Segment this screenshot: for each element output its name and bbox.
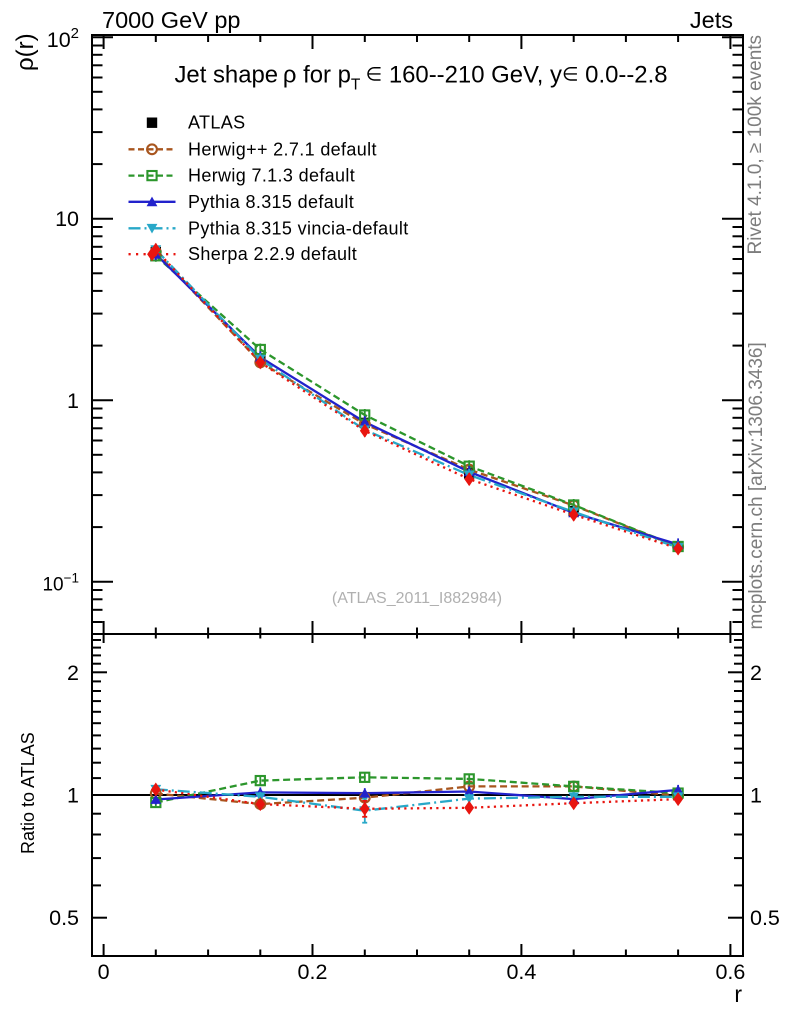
svg-text:Herwig 7.1.3 default: Herwig 7.1.3 default xyxy=(188,166,355,186)
svg-text:0.4: 0.4 xyxy=(506,960,536,984)
svg-text:Jet shape ρ for pT ∈ 160--210: Jet shape ρ for pT ∈ 160--210 GeV, y∈ 0.… xyxy=(174,62,667,94)
svg-text:Sherpa 2.2.9 default: Sherpa 2.2.9 default xyxy=(188,244,357,264)
svg-text:0.2: 0.2 xyxy=(298,960,328,984)
svg-text:0.6: 0.6 xyxy=(715,960,745,984)
svg-text:Jets: Jets xyxy=(690,7,733,33)
svg-text:Rivet 4.1.0, ≥ 100k events: Rivet 4.1.0, ≥ 100k events xyxy=(745,35,766,255)
svg-text:0.5: 0.5 xyxy=(750,906,780,930)
svg-text:ATLAS: ATLAS xyxy=(188,113,245,133)
svg-text:ρ(r): ρ(r) xyxy=(12,33,39,71)
svg-text:1: 1 xyxy=(67,784,79,808)
svg-text:Ratio to ATLAS: Ratio to ATLAS xyxy=(18,732,38,854)
svg-text:7000 GeV pp: 7000 GeV pp xyxy=(102,7,241,33)
svg-text:r: r xyxy=(734,981,742,1007)
svg-text:0.5: 0.5 xyxy=(49,906,79,930)
svg-text:2: 2 xyxy=(67,661,79,685)
svg-text:1: 1 xyxy=(750,784,762,808)
svg-text:mcplots.cern.ch [arXiv:1306.34: mcplots.cern.ch [arXiv:1306.3436] xyxy=(746,342,767,629)
svg-text:Pythia 8.315 vincia-default: Pythia 8.315 vincia-default xyxy=(188,218,409,238)
svg-text:Herwig++ 2.7.1 default: Herwig++ 2.7.1 default xyxy=(188,139,377,159)
svg-text:10: 10 xyxy=(55,207,79,231)
svg-text:1: 1 xyxy=(67,389,79,413)
svg-text:Pythia 8.315 default: Pythia 8.315 default xyxy=(188,192,354,212)
svg-text:(ATLAS_2011_I882984): (ATLAS_2011_I882984) xyxy=(332,590,502,607)
svg-text:2: 2 xyxy=(750,661,762,685)
svg-text:0: 0 xyxy=(98,960,110,984)
